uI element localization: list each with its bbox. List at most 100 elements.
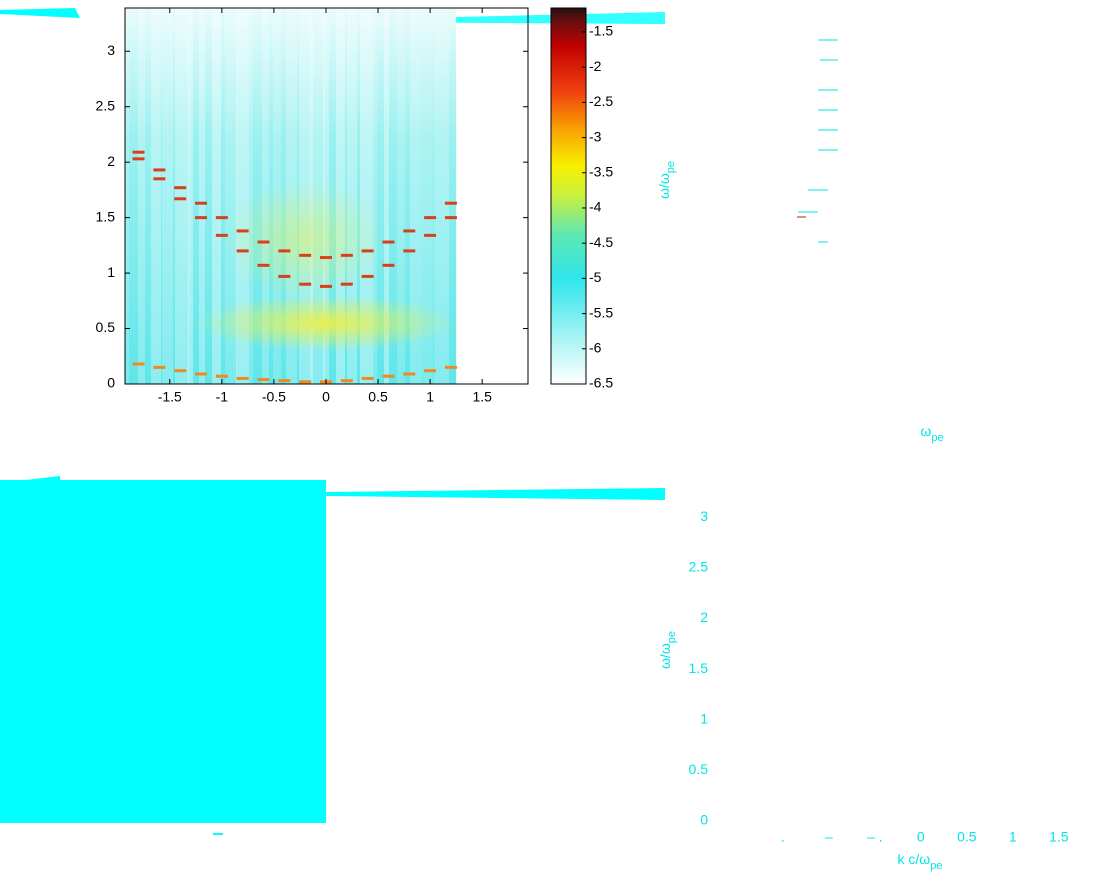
y-tick-label: 3 [107, 42, 115, 58]
curve-dash [424, 369, 436, 372]
curve-dash [382, 241, 394, 244]
colorbar-tick-label: -3.5 [589, 163, 613, 179]
y-tick-label: 3 [700, 508, 708, 524]
x-tick-label: 1 [426, 389, 434, 405]
curve-dash [174, 197, 186, 200]
curve-dash [403, 229, 415, 232]
y-tick-label: 0 [107, 375, 115, 391]
colorbar-tick-label: -3 [589, 128, 602, 144]
curve-dash [216, 216, 228, 219]
y-axis-label-main: ω/ω [657, 643, 673, 669]
y-tick-label: 2.5 [96, 97, 116, 113]
colorbar-tick-label: -5.5 [589, 304, 613, 320]
glitch-block [0, 480, 326, 823]
curve-dash [341, 379, 353, 382]
curve-dash [133, 151, 145, 154]
x-tick-label: 0.5 [368, 389, 388, 405]
curve-dash [195, 373, 207, 376]
x-axis-label: k c/ωpe [898, 851, 943, 872]
curve-dash [403, 373, 415, 376]
heatmap-stripe [151, 8, 161, 384]
x-tick-label: -1 [216, 389, 229, 405]
curve-dash [445, 202, 457, 205]
curve-dash [299, 380, 311, 383]
y-tick-label: 1 [107, 264, 115, 280]
y-tick-label: 0.5 [689, 761, 709, 777]
curve-dash [174, 186, 186, 189]
curve-dash [237, 229, 249, 232]
y-tick-label: 2 [700, 609, 708, 625]
curve-dash [382, 375, 394, 378]
heatmap-glow [225, 180, 385, 300]
x-axis-label-sub: pe [930, 860, 942, 872]
curve-dash [133, 363, 145, 366]
x-tick-label: -0.5 [262, 389, 286, 405]
curve-dash [424, 234, 436, 237]
colorbar-tick-label: -6.5 [589, 375, 613, 391]
curve-dash [278, 275, 290, 278]
heatmap-stripe [188, 8, 193, 384]
heatmap-glow [196, 295, 456, 351]
colorbar-tick-label: -5 [589, 269, 602, 285]
curve-dash [153, 366, 165, 369]
x-tick-label: . [781, 829, 785, 845]
curve-dash [320, 256, 332, 259]
curve-dash [341, 254, 353, 257]
colorbar-fill [551, 8, 586, 384]
curve-dash [237, 377, 249, 380]
glitch-streak [0, 8, 80, 18]
curve-dash [174, 369, 186, 372]
curve-dash [257, 241, 269, 244]
curve-dash [362, 249, 374, 252]
second-axes: 00.511.522.53.–– .00.511.5k c/ωpeω/ωpeωp… [657, 423, 1069, 872]
x-axis-label-main: k c/ω [898, 851, 931, 867]
curve-dash [195, 202, 207, 205]
curve-dash [237, 249, 249, 252]
x-tick-label: 1.5 [472, 389, 492, 405]
x-tick-label: 0 [917, 829, 925, 845]
curve-dash [382, 264, 394, 267]
curve-dash [153, 177, 165, 180]
y-tick-label: 1.5 [689, 660, 709, 676]
curve-dash [257, 264, 269, 267]
colorbar-tick-label: -4 [589, 199, 602, 215]
curve-dash [341, 283, 353, 286]
curve-dash [424, 216, 436, 219]
annotation-sub: pe [931, 432, 943, 444]
heatmap-stripe [138, 8, 145, 384]
y-tick-label: 1.5 [96, 208, 116, 224]
colorbar: -1.5-2-2.5-3-3.5-4-4.5-5-5.5-6-6.5ω/ωpe [551, 8, 677, 391]
colorbar-tick-label: -2 [589, 58, 602, 74]
curve-dash [445, 216, 457, 219]
y-axis-label: ω/ωpe [657, 631, 678, 669]
heatmap-stripe [162, 8, 173, 384]
curve-dash [278, 379, 290, 382]
colorbar-label: ω/ωpe [656, 161, 677, 199]
curve-dash [445, 366, 457, 369]
y-tick-label: 2.5 [689, 559, 709, 575]
y-tick-label: 2 [107, 153, 115, 169]
heatmap-stripe [175, 8, 189, 384]
x-tick-label: – . [867, 829, 883, 845]
curve-dash [195, 216, 207, 219]
x-tick-label: 1.5 [1049, 829, 1069, 845]
y-tick-label: 0 [700, 812, 708, 828]
curve-dash [257, 378, 269, 381]
x-tick-label: -1.5 [158, 389, 182, 405]
glitch-fragments [797, 40, 838, 242]
x-tick-label: 0 [322, 389, 330, 405]
glitch-streak [326, 488, 665, 500]
curve-dash [320, 285, 332, 288]
curve-dash [278, 249, 290, 252]
glitch-mark [213, 833, 223, 835]
glitch-block [0, 476, 60, 483]
curve-dash [299, 283, 311, 286]
curve-dash [216, 375, 228, 378]
annotation-main: ω [920, 423, 931, 439]
y-tick-label: 1 [700, 710, 708, 726]
curve-dash [403, 249, 415, 252]
curve-dash [362, 275, 374, 278]
y-axis-label-sub: pe [666, 631, 678, 643]
curve-dash [362, 377, 374, 380]
y-tick-label: 0.5 [96, 319, 116, 335]
